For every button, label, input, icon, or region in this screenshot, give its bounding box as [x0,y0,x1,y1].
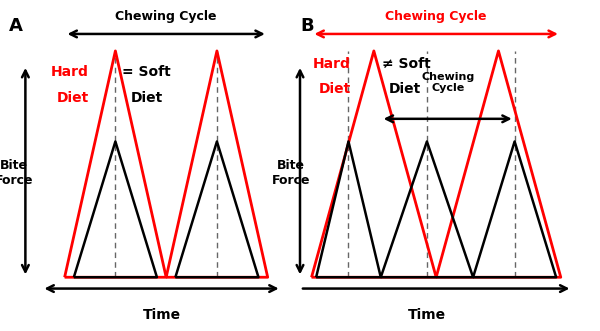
Text: Hard: Hard [313,57,351,71]
Text: = Soft: = Soft [122,65,171,79]
Text: Chewing
Cycle: Chewing Cycle [421,72,475,93]
Text: A: A [9,17,23,35]
Text: Chewing Cycle: Chewing Cycle [115,10,217,23]
Text: B: B [300,17,314,35]
Text: Time: Time [408,308,446,322]
Text: Diet: Diet [389,82,421,96]
Text: Bite
Force: Bite Force [272,159,310,187]
Text: Diet: Diet [130,91,163,105]
Text: Chewing Cycle: Chewing Cycle [385,10,487,23]
Text: Hard: Hard [51,65,89,79]
Text: ≠ Soft: ≠ Soft [382,57,431,71]
Text: Time: Time [142,308,181,322]
Text: Diet: Diet [319,82,351,96]
Text: Bite
Force: Bite Force [0,159,33,187]
Text: Diet: Diet [56,91,89,105]
